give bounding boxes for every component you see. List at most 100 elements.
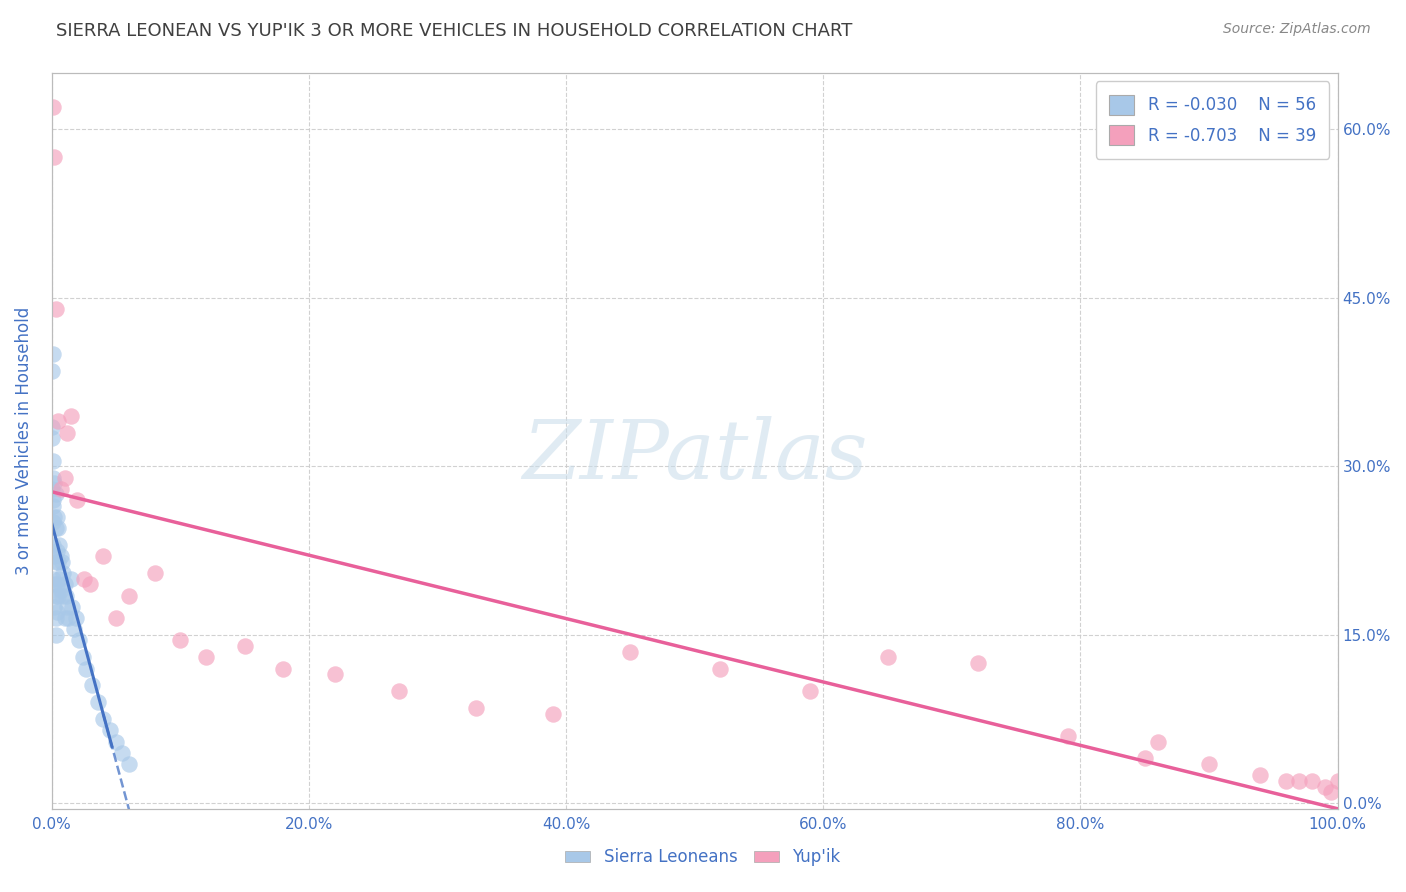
Point	[1133, 751, 1156, 765]
Text: SIERRA LEONEAN VS YUP'IK 3 OR MORE VEHICLES IN HOUSEHOLD CORRELATION CHART: SIERRA LEONEAN VS YUP'IK 3 OR MORE VEHIC…	[56, 22, 852, 40]
Point	[118, 589, 141, 603]
Point	[52, 566, 75, 580]
Point	[45, 577, 67, 591]
Point	[42, 100, 65, 114]
Point	[1288, 774, 1310, 789]
Point	[73, 572, 96, 586]
Point	[55, 589, 77, 603]
Point	[45, 606, 67, 620]
Point	[87, 695, 110, 709]
Point	[1146, 734, 1168, 748]
Point	[56, 599, 79, 614]
Point	[46, 589, 69, 603]
Point	[541, 706, 564, 721]
Point	[53, 611, 76, 625]
Text: ZIPatlas: ZIPatlas	[522, 416, 868, 496]
Point	[42, 516, 65, 530]
Point	[41, 499, 63, 513]
Point	[46, 414, 69, 428]
Point	[41, 482, 63, 496]
Point	[169, 633, 191, 648]
Point	[58, 611, 80, 625]
Point	[72, 650, 94, 665]
Point	[105, 611, 128, 625]
Point	[42, 453, 65, 467]
Point	[49, 582, 72, 597]
Point	[98, 723, 121, 738]
Point	[966, 656, 988, 670]
Text: Source: ZipAtlas.com: Source: ZipAtlas.com	[1223, 22, 1371, 37]
Point	[388, 684, 411, 698]
Point	[271, 662, 294, 676]
Point	[1301, 774, 1323, 789]
Point	[876, 650, 898, 665]
Point	[44, 509, 66, 524]
Point	[799, 684, 821, 698]
Point	[1313, 780, 1336, 794]
Point	[41, 431, 63, 445]
Point	[51, 589, 73, 603]
Point	[62, 622, 84, 636]
Point	[41, 420, 63, 434]
Point	[60, 572, 83, 586]
Point	[45, 543, 67, 558]
Point	[45, 555, 67, 569]
Point	[45, 589, 67, 603]
Point	[53, 470, 76, 484]
Point	[44, 549, 66, 564]
Point	[1056, 729, 1078, 743]
Point	[41, 364, 63, 378]
Point	[709, 662, 731, 676]
Point	[45, 301, 67, 316]
Point	[76, 662, 98, 676]
Point	[1198, 757, 1220, 772]
Point	[233, 639, 256, 653]
Point	[46, 555, 69, 569]
Point	[91, 549, 114, 564]
Point	[51, 555, 73, 569]
Point	[44, 577, 66, 591]
Legend: Sierra Leoneans, Yup'ik: Sierra Leoneans, Yup'ik	[558, 842, 848, 873]
Point	[1326, 774, 1348, 789]
Point	[44, 599, 66, 614]
Point	[66, 493, 89, 508]
Point	[49, 482, 72, 496]
Point	[42, 347, 65, 361]
Point	[65, 611, 87, 625]
Point	[105, 734, 128, 748]
Point	[195, 650, 218, 665]
Point	[41, 470, 63, 484]
Point	[45, 628, 67, 642]
Point	[45, 487, 67, 501]
Point	[619, 645, 641, 659]
Point	[80, 678, 103, 692]
Point	[42, 493, 65, 508]
Point	[323, 667, 346, 681]
Point	[1250, 768, 1272, 782]
Y-axis label: 3 or more Vehicles in Household: 3 or more Vehicles in Household	[15, 307, 32, 575]
Point	[118, 757, 141, 772]
Point	[45, 611, 67, 625]
Point	[49, 549, 72, 564]
Point	[1320, 785, 1343, 799]
Point	[56, 425, 79, 440]
Point	[44, 150, 66, 164]
Point	[91, 712, 114, 726]
Point	[60, 409, 83, 423]
Point	[45, 521, 67, 535]
Point	[48, 538, 70, 552]
Point	[45, 509, 67, 524]
Point	[1275, 774, 1298, 789]
Point	[53, 577, 76, 591]
Point	[111, 746, 134, 760]
Point	[44, 476, 66, 491]
Point	[465, 701, 488, 715]
Point	[143, 566, 166, 580]
Point	[67, 633, 90, 648]
Point	[79, 577, 101, 591]
Point	[46, 521, 69, 535]
Point	[60, 599, 83, 614]
Point	[42, 572, 65, 586]
Point	[42, 538, 65, 552]
Legend: R = -0.030    N = 56, R = -0.703    N = 39: R = -0.030 N = 56, R = -0.703 N = 39	[1097, 81, 1329, 159]
